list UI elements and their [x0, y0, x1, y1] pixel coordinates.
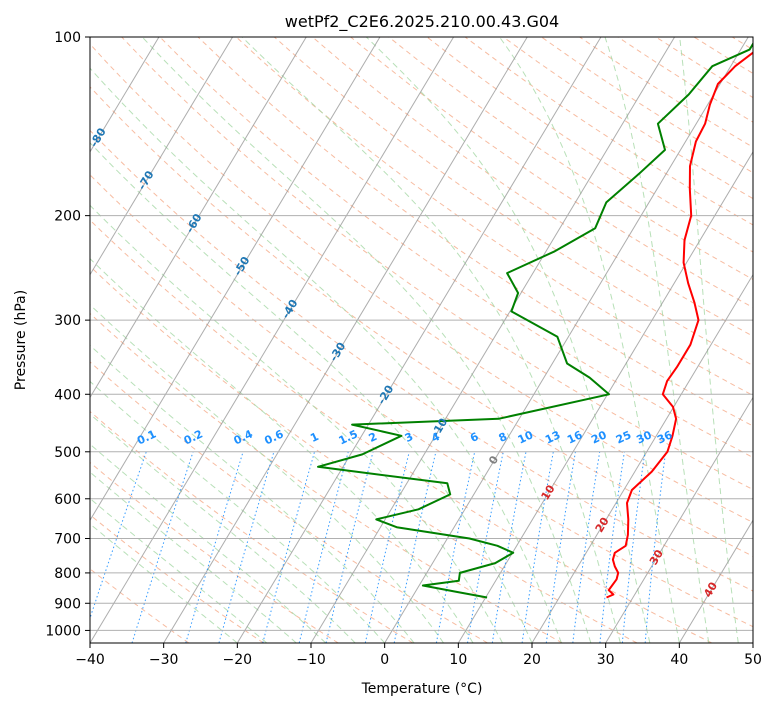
dewpoint-line [317, 41, 753, 599]
moist-adiabat-line [90, 142, 533, 643]
dry-adiabat-line [121, 37, 753, 491]
moist-adiabat-line [90, 413, 356, 643]
dry-adiabat-line [159, 37, 753, 459]
isotherm-line [90, 37, 160, 153]
y-tick-label: 200 [54, 209, 81, 225]
mixing-ratio-line [131, 451, 194, 643]
y-axis-label: Pressure (hPa) [13, 290, 29, 390]
x-axis-label: Temperature (°C) [361, 681, 483, 697]
x-tick-label: −10 [296, 652, 326, 668]
mixing-ratio-label: 25 [614, 428, 633, 446]
mixing-ratio-line [621, 451, 646, 643]
mixing-ratio-line [393, 451, 437, 643]
x-tick-label: −20 [223, 652, 253, 668]
y-tick-label: 100 [54, 30, 81, 46]
chart-title: wetPf2_C2E6.2025.210.00.43.G04 [285, 12, 559, 32]
mixing-ratio-label: 13 [543, 428, 562, 446]
mixing-ratio-label: 36 [655, 428, 675, 446]
mixing-ratio-line [599, 451, 625, 643]
x-tick-label: 40 [670, 652, 688, 668]
y-tick-label: 1000 [45, 623, 81, 639]
x-tick-label: 0 [380, 652, 389, 668]
isotherm-line [236, 37, 602, 643]
isotherm-line [90, 37, 307, 399]
moist-adiabat-line [90, 257, 474, 643]
background-lines [90, 37, 753, 643]
mixing-ratio-line [185, 451, 244, 643]
pressure-gridlines [90, 37, 753, 631]
mixing-ratio-label: 16 [565, 428, 585, 446]
moist-adiabat-line [90, 471, 297, 643]
isotherm-line [310, 37, 676, 643]
moist-adiabat-line [90, 443, 327, 643]
dry-adiabat-line [90, 514, 264, 643]
isotherm-line [384, 37, 749, 643]
plot-frame [89, 36, 754, 644]
y-axis: 100 200 300 400 500 600 700 800 900 1000 [45, 30, 90, 639]
x-tick-label: −40 [75, 652, 105, 668]
mixing-ratio-label: 30 [634, 428, 654, 446]
isotherm-line [163, 37, 528, 643]
dry-adiabat-line [90, 265, 638, 643]
mixing-ratio-label: 10 [516, 428, 536, 446]
dry-adiabat-line [90, 361, 488, 643]
moist-adiabat-line [90, 304, 445, 643]
mixing-ratio-line [218, 451, 275, 643]
isotherm-line [90, 37, 234, 276]
temperature-line [606, 51, 753, 599]
x-tick-label: 30 [597, 652, 615, 668]
dry-adiabat-line [90, 43, 753, 524]
moist-adiabat-line [241, 37, 621, 643]
isotherm-line [531, 273, 753, 643]
isotherm-line [457, 150, 753, 643]
y-tick-label: 400 [54, 387, 81, 403]
dry-adiabat-line [90, 312, 563, 643]
x-tick-label: 10 [449, 652, 467, 668]
x-axis: −40 −30 −20 −10 0 10 20 30 40 50 [75, 643, 762, 668]
y-tick-label: 800 [54, 566, 81, 582]
y-tick-label: 900 [54, 596, 81, 612]
moist-adiabat-line [604, 37, 710, 643]
moist-adiabat-line [499, 37, 680, 643]
moist-adiabat-line [679, 37, 739, 643]
y-tick-label: 500 [54, 445, 81, 461]
moist-adiabat-line [90, 204, 503, 643]
x-tick-label: −30 [149, 652, 179, 668]
dry-adiabat-line [90, 219, 712, 643]
mixing-ratio-line [262, 451, 315, 643]
dry-adiabat-line [90, 174, 753, 628]
x-tick-label: 20 [523, 652, 541, 668]
dry-adiabat-line [350, 37, 753, 309]
dry-adiabat-line [197, 37, 753, 427]
mixing-ratio-line [644, 451, 667, 643]
profile-lines [317, 41, 753, 599]
moist-adiabat-line [90, 380, 386, 643]
mixing-ratio-line [545, 451, 576, 643]
mixing-ratio-line [364, 451, 410, 643]
dry-adiabat-line [90, 129, 753, 592]
dry-adiabat-line [273, 37, 753, 367]
mixing-ratio-label: 20 [589, 428, 609, 446]
y-tick-label: 700 [54, 532, 81, 548]
isotherm-line [605, 396, 753, 643]
y-tick-label: 600 [54, 492, 81, 508]
moist-adiabat-line [365, 37, 651, 643]
isotherm-line [90, 37, 381, 522]
moist-adiabat-line [141, 37, 592, 643]
moist-adiabat-line [90, 67, 562, 643]
y-tick-label: 300 [54, 313, 81, 329]
mixing-ratio-line [325, 451, 374, 643]
isotherm-line [678, 519, 753, 643]
dry-adiabat-line [90, 461, 339, 643]
mixing-ratio-line [572, 451, 601, 643]
isotherm-line [90, 37, 455, 643]
x-tick-label: 50 [744, 652, 762, 668]
mixing-ratio-line [298, 451, 349, 643]
